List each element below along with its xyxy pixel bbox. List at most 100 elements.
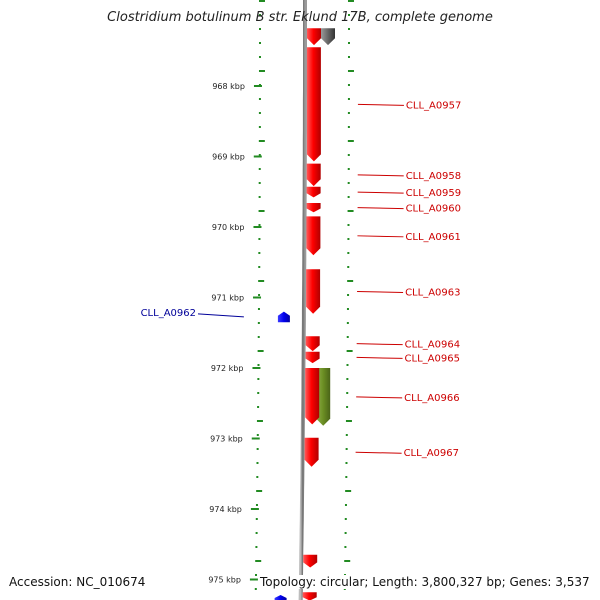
outer-track-dot: [347, 112, 350, 114]
inner-track-dot: [257, 322, 260, 324]
inner-track-dot: [256, 490, 263, 492]
kbp-tick-label: 975 kbp: [208, 576, 241, 585]
gene-label-leader: [356, 343, 403, 346]
outer-track-dot: [347, 266, 350, 268]
inner-track-dot: [258, 252, 261, 254]
kbp-tick-mark: [250, 508, 259, 510]
inner-track-dot: [258, 182, 261, 184]
gene-label-leader: [357, 235, 404, 238]
kbp-tick-label: 973 kbp: [210, 435, 243, 444]
gene-arrow-cll_a0957[interactable]: [306, 47, 321, 162]
outer-track-dot: [346, 350, 353, 352]
inner-track-dot: [254, 588, 257, 590]
outer-track-dot: [347, 224, 350, 226]
inner-track-dot: [256, 448, 259, 450]
gene-arrow-cll_a0966[interactable]: [316, 368, 331, 426]
gene-label: CLL_A0965: [405, 353, 460, 364]
gene-label-leader: [356, 356, 403, 359]
inner-track-dot: [258, 28, 261, 30]
inner-track-dot: [258, 168, 261, 170]
gene-label-leader: [356, 396, 403, 399]
outer-track-dot: [344, 532, 347, 534]
gene-arrow-cll_a0963[interactable]: [306, 269, 321, 314]
inner-track-dot: [258, 210, 265, 212]
accession-text: Accession: NC_010674: [9, 575, 146, 589]
kbp-tick-mark: [253, 85, 262, 87]
tick-layer: 968 kbp 969 kbp 970 kbp 971 kbp 972 kbp 973 k…: [208, 82, 262, 585]
inner-track-dot: [258, 140, 265, 142]
gene-arrow-cll_a0960[interactable]: [306, 203, 321, 213]
kbp-tick-label: 972 kbp: [211, 364, 244, 373]
outer-track-dot: [347, 28, 350, 30]
gene-label-leader: [357, 103, 404, 106]
outer-track-dot: [345, 434, 348, 436]
gene-label-leader: [197, 313, 244, 318]
outer-track-dot: [347, 196, 350, 198]
outer-track-dot: [347, 84, 350, 86]
gene-arrow[interactable]: [302, 592, 317, 600]
inner-track-dot: [258, 266, 261, 268]
outer-track-dot: [347, 140, 354, 142]
map-title: Clostridium botulinum B str. Eklund 17B,…: [107, 10, 493, 25]
kbp-tick-label: 970 kbp: [212, 223, 245, 232]
genome-summary-text: Topology: circular; Length: 3,800,327 bp…: [260, 575, 590, 589]
gene-label: CLL_A0960: [406, 204, 461, 215]
gene-label-leader: [357, 291, 404, 294]
gene-label: CLL_A0957: [406, 100, 461, 111]
gene-label-leader: [357, 207, 404, 210]
inner-track-dot: [258, 238, 261, 240]
gene-arrow[interactable]: [305, 368, 320, 425]
gene-label: CLL_A0964: [405, 340, 460, 351]
inner-track-dot: [256, 434, 259, 436]
outer-track-dot: [346, 322, 349, 324]
outer-track-dot: [347, 70, 354, 72]
outer-track-dot: [347, 182, 350, 184]
gene-arrow-cll_a0967[interactable]: [304, 437, 319, 467]
kbp-tick-mark: [249, 578, 258, 581]
outer-track-dot: [345, 462, 348, 464]
outer-track-dot: [344, 518, 347, 520]
inner-track-dot: [255, 504, 258, 506]
outer-track-dot: [345, 476, 348, 478]
kbp-tick-mark: [252, 367, 261, 369]
gene-arrow[interactable]: [274, 595, 287, 600]
label-layer: CLL_A0957 CLL_A0958 CLL_A0959 CLL_A0960 CLL_…: [141, 100, 462, 459]
gene-arrow-cll_a0961[interactable]: [306, 216, 321, 256]
outer-track-dot: [345, 490, 352, 492]
gene-label: CLL_A0958: [406, 171, 461, 182]
inner-track-dot: [256, 476, 259, 478]
outer-track-dot: [346, 308, 349, 310]
gene-arrow-cll_a0959[interactable]: [306, 186, 321, 198]
outer-track-dot: [346, 364, 349, 366]
outer-track-dot: [345, 448, 348, 450]
inner-track-dot: [255, 532, 258, 534]
gene-label-leader: [355, 451, 402, 454]
inner-track-dot: [257, 364, 260, 366]
inner-track-dot: [257, 406, 260, 408]
gene-arrow[interactable]: [321, 28, 335, 46]
kbp-tick-label: 974 kbp: [209, 505, 242, 514]
gene-label: CLL_A0966: [404, 393, 459, 404]
outer-track-dot: [343, 588, 346, 590]
gene-arrow[interactable]: [307, 28, 321, 46]
inner-track-dot: [258, 196, 261, 198]
inner-track-dot: [258, 42, 261, 44]
outer-track-dot: [347, 238, 350, 240]
inner-track-dot: [255, 518, 258, 520]
gene-arrow[interactable]: [303, 554, 318, 568]
inner-track-dot: [258, 14, 261, 16]
gene-label-leader: [357, 174, 404, 177]
gene-arrow-cll_a0958[interactable]: [306, 163, 321, 187]
gene-arrow-cll_a0964[interactable]: [305, 336, 320, 352]
genome-backbone: [298, 0, 307, 600]
inner-track-dot: [258, 0, 265, 2]
inner-track-dot: [258, 70, 265, 72]
outer-track-dot: [347, 98, 350, 100]
kbp-tick-label: 969 kbp: [212, 153, 245, 162]
gene-arrow-cll_a0965[interactable]: [305, 351, 320, 364]
gene-label-leader: [357, 191, 404, 194]
kbp-tick-mark: [253, 226, 262, 228]
gene-arrow-cll_a0962[interactable]: [277, 311, 290, 323]
inner-track-dot: [257, 378, 260, 380]
outer-track-dot: [347, 14, 350, 16]
